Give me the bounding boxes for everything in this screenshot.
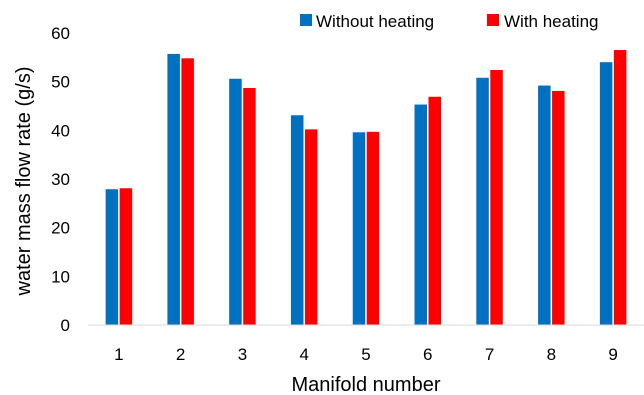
x-axis-ticks: 1 2 3 4 5 6 7 8 9 bbox=[114, 345, 618, 364]
y-tick-label: 40 bbox=[51, 121, 70, 140]
y-tick-label: 50 bbox=[51, 73, 70, 92]
bar-without-heating-2 bbox=[167, 53, 180, 325]
x-axis-title: Manifold number bbox=[292, 374, 441, 395]
y-tick-label: 20 bbox=[51, 219, 70, 238]
bar-without-heating-6 bbox=[414, 104, 428, 325]
bar-without-heating-8 bbox=[538, 85, 551, 325]
x-tick-label: 7 bbox=[485, 345, 494, 364]
x-tick-label: 3 bbox=[238, 345, 247, 364]
bar-with-heating-8 bbox=[552, 90, 565, 325]
y-tick-label: 10 bbox=[51, 267, 70, 286]
legend-label-with-heating: With heating bbox=[504, 12, 599, 31]
bar-with-heating-5 bbox=[366, 131, 380, 325]
y-tick-label: 60 bbox=[51, 24, 70, 43]
x-tick-label: 8 bbox=[547, 345, 556, 364]
bar-with-heating-4 bbox=[304, 129, 318, 325]
bar-without-heating-5 bbox=[352, 132, 366, 325]
bar-with-heating-2 bbox=[181, 58, 194, 325]
y-axis-title: water mass flow rate (g/s) bbox=[13, 67, 35, 297]
x-tick-label: 4 bbox=[299, 345, 308, 364]
bar-with-heating-7 bbox=[490, 69, 503, 325]
bar-with-heating-9 bbox=[613, 50, 627, 326]
bar-with-heating-1 bbox=[119, 188, 133, 325]
bar-with-heating-6 bbox=[428, 96, 442, 326]
legend-swatch-with-heating bbox=[487, 14, 499, 26]
y-tick-label: 30 bbox=[51, 170, 70, 189]
bar-without-heating-4 bbox=[290, 115, 304, 325]
bar-with-heating-3 bbox=[243, 87, 256, 325]
legend: Without heating With heating bbox=[300, 12, 599, 31]
x-tick-label: 6 bbox=[423, 345, 432, 364]
legend-label-without-heating: Without heating bbox=[316, 12, 434, 31]
x-tick-label: 1 bbox=[114, 345, 123, 364]
bar-series bbox=[105, 50, 627, 326]
bar-without-heating-7 bbox=[476, 77, 489, 325]
bar-without-heating-3 bbox=[229, 78, 242, 325]
x-tick-label: 5 bbox=[361, 345, 370, 364]
x-tick-label: 2 bbox=[176, 345, 185, 364]
legend-swatch-without-heating bbox=[300, 14, 312, 26]
y-tick-label: 0 bbox=[61, 316, 70, 335]
bar-without-heating-1 bbox=[105, 189, 119, 325]
x-tick-label: 9 bbox=[608, 345, 617, 364]
y-axis-ticks: 0 10 20 30 40 50 60 bbox=[51, 24, 70, 335]
bar-without-heating-9 bbox=[599, 62, 613, 325]
